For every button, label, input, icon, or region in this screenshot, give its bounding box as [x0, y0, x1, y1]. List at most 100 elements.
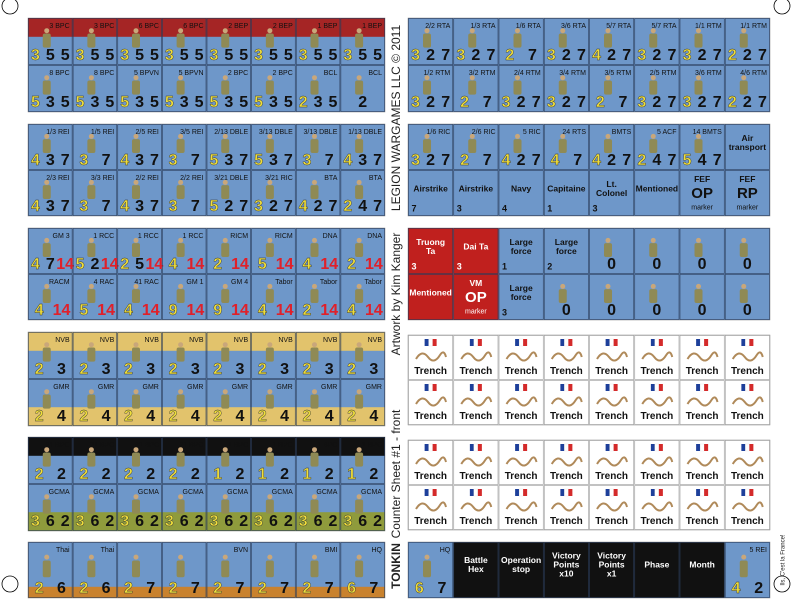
factor: 2 — [460, 94, 469, 111]
factor: 5 — [46, 47, 55, 64]
unit-figure — [176, 80, 185, 95]
counter: BCL 2 3 5 — [295, 65, 341, 112]
flag — [469, 384, 474, 391]
unit-figure — [221, 289, 230, 303]
counter: 1/6 RTA 2 7 — [498, 18, 544, 65]
factor: 2 — [302, 302, 311, 319]
unit-id: GM 4 — [231, 279, 248, 286]
counter-border — [498, 485, 544, 530]
unit-figure — [221, 80, 230, 95]
unit-figure — [423, 80, 432, 95]
unit-figure — [42, 139, 51, 153]
unit-id: 3/6 RTA — [561, 23, 586, 30]
counter-border — [251, 170, 296, 216]
counter: 2/2 REI 4 3 7 — [117, 170, 162, 216]
flag — [605, 384, 610, 391]
counter-border — [117, 170, 162, 216]
unit-figure — [355, 347, 364, 362]
counter: BMTS 4 2 7 — [589, 124, 635, 170]
unit-figure — [424, 28, 430, 34]
trench-icon — [415, 351, 447, 362]
factor: 5 — [269, 47, 278, 64]
factor: 7 — [573, 152, 582, 169]
unit-id: 1/6 RIC — [427, 129, 451, 136]
flag — [654, 488, 660, 497]
counter-border — [117, 65, 162, 112]
factor: 7 — [441, 152, 450, 169]
factor: 2 — [213, 361, 222, 378]
counter: Thai 2 6 — [72, 542, 118, 598]
counter-note: marker — [465, 309, 487, 316]
counter-border — [72, 542, 118, 598]
unit-figure — [222, 494, 228, 500]
counter-border — [634, 440, 680, 485]
unit-figure — [221, 185, 230, 199]
counter-border — [498, 65, 544, 112]
trench-icon — [641, 501, 674, 512]
unit-figure — [355, 243, 364, 257]
flag — [518, 488, 524, 497]
flag — [613, 489, 618, 496]
counter-border — [340, 379, 385, 426]
unit-figure — [265, 347, 274, 362]
unit-figure — [696, 133, 702, 139]
unit-figure — [356, 28, 362, 34]
counter: 3/21 DBLE 5 2 7 — [206, 170, 251, 216]
factor: 3 — [254, 47, 263, 64]
factor: 5 — [224, 47, 233, 64]
counter: BVN 2 7 — [206, 542, 251, 598]
counter-border — [498, 380, 544, 425]
counter-border — [72, 332, 118, 379]
unit-figure — [310, 560, 319, 578]
counter-border — [679, 380, 725, 425]
unit-figure — [44, 75, 50, 81]
counter-label: Trench — [640, 366, 673, 377]
unit-figure — [87, 452, 96, 467]
counter-label: Trench — [686, 411, 719, 422]
factor: 2 — [57, 466, 66, 483]
factor: 3 — [683, 94, 692, 111]
factor: 14 — [365, 256, 383, 273]
counter: Trench — [679, 485, 725, 530]
factor: 2 — [169, 408, 178, 425]
counter: 3/13 DBLE 5 3 7 — [251, 124, 296, 170]
counter-label: Large force — [555, 237, 578, 256]
unit-id: RACM — [49, 279, 70, 286]
counter-border — [251, 332, 296, 379]
counter-sub: OP — [691, 185, 713, 202]
counter: Victory Points x1 — [589, 542, 635, 598]
unit-figure — [356, 494, 362, 500]
factor: 5 — [195, 47, 204, 64]
counter: DNA 4 14 — [295, 228, 341, 274]
factor: 2 — [258, 361, 267, 378]
unit-figure — [131, 243, 140, 257]
factor: 3 — [302, 152, 311, 169]
unit-figure — [649, 33, 658, 48]
unit-id: 5 BPVN — [134, 70, 159, 77]
flag — [473, 443, 479, 452]
counter-border — [162, 379, 207, 426]
counter: DNA 2 14 — [340, 228, 385, 274]
factor: 4 — [358, 198, 367, 215]
unit-id: BVN — [234, 547, 248, 554]
unit-id: NVB — [368, 337, 383, 344]
counter-border — [543, 228, 589, 274]
flag — [424, 444, 429, 451]
flag — [518, 383, 524, 392]
unit-figure — [267, 133, 273, 139]
unit-figure — [88, 554, 94, 560]
factor: 7 — [622, 152, 631, 169]
counter: 2/6 RIC 2 7 — [453, 124, 499, 170]
unit-figure — [311, 28, 317, 34]
factor: 2 — [325, 466, 334, 483]
factor: 7 — [373, 198, 382, 215]
factor: 7 — [373, 152, 382, 169]
factor: 3 — [224, 94, 233, 111]
unit-id: Tabor — [320, 279, 338, 286]
unit-figure — [88, 133, 94, 139]
factor: 2 — [124, 580, 133, 597]
counter-border — [679, 440, 725, 485]
unit-id: 1 RCC — [182, 233, 203, 240]
